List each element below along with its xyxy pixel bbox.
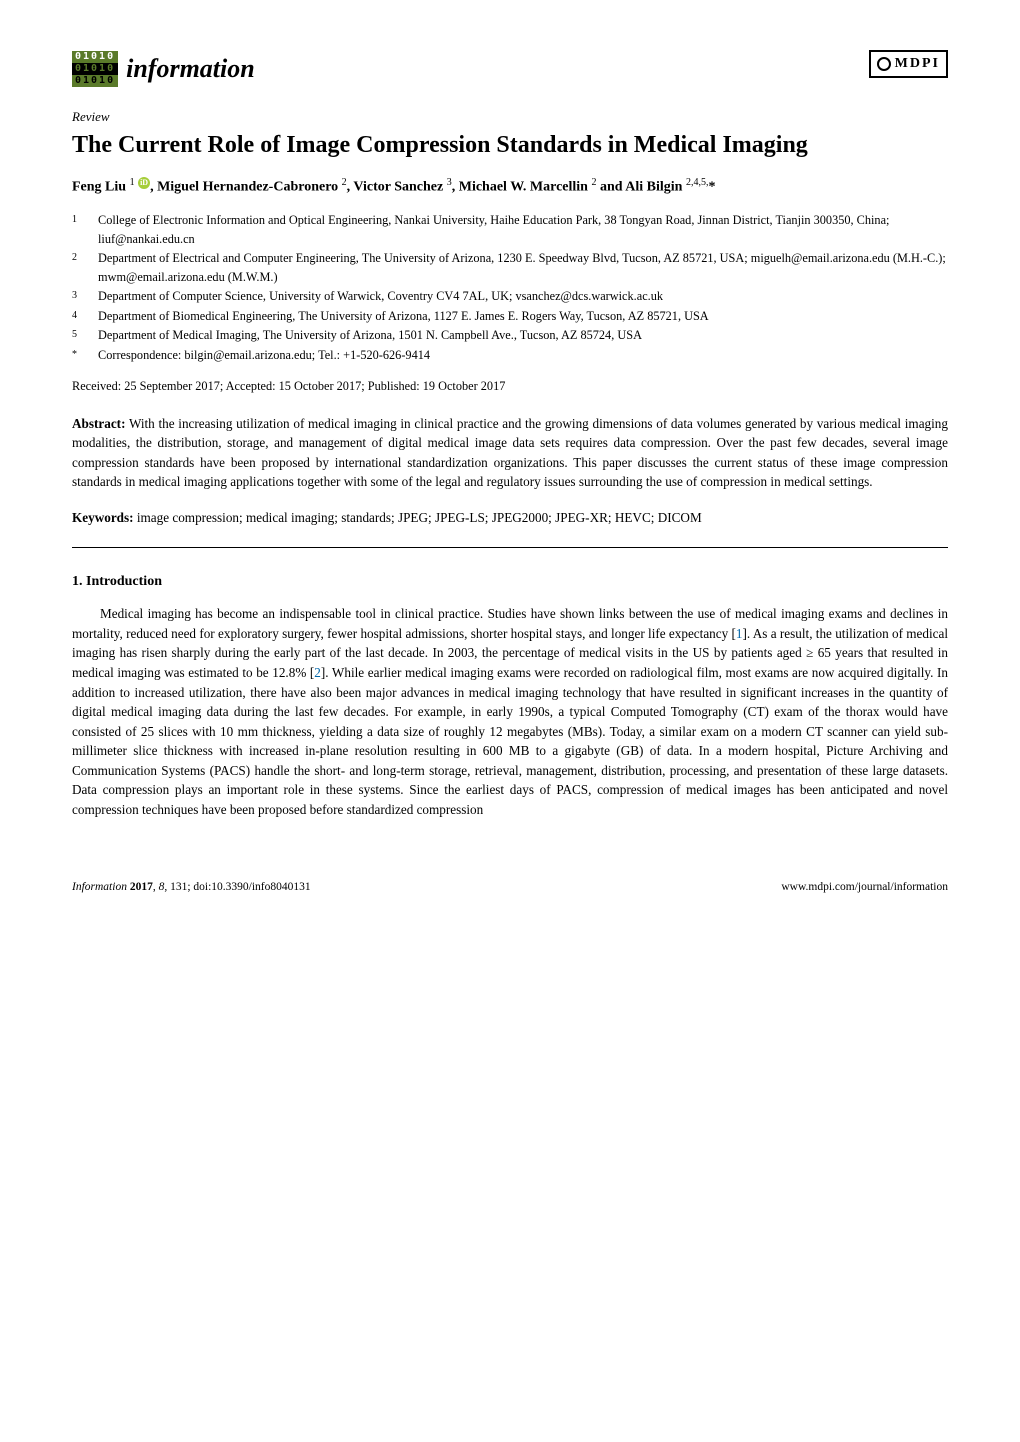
citation-link[interactable]: 2 xyxy=(314,665,321,680)
keywords-text: image compression; medical imaging; stan… xyxy=(137,510,702,525)
affiliation-row: 1 College of Electronic Information and … xyxy=(72,211,948,248)
article-type: Review xyxy=(72,108,948,127)
affiliation-num: * xyxy=(72,346,84,364)
article-dates: Received: 25 September 2017; Accepted: 1… xyxy=(72,378,948,396)
affiliation-text: Department of Medical Imaging, The Unive… xyxy=(98,326,948,344)
abstract-text: With the increasing utilization of medic… xyxy=(72,416,948,490)
affiliation-text: Correspondence: bilgin@email.arizona.edu… xyxy=(98,346,948,364)
affiliation-num: 1 xyxy=(72,211,84,248)
footer-year: 2017 xyxy=(130,881,153,893)
keywords-block: Keywords: image compression; medical ima… xyxy=(72,508,948,527)
para-text: ]. While earlier medical imaging exams w… xyxy=(72,665,948,817)
logo-bits-row: 01010 xyxy=(72,63,118,75)
footer-right: www.mdpi.com/journal/information xyxy=(781,879,948,896)
affiliation-num: 3 xyxy=(72,287,84,305)
body-paragraph: Medical imaging has become an indispensa… xyxy=(72,604,948,819)
affiliation-row: 5 Department of Medical Imaging, The Uni… xyxy=(72,326,948,344)
affiliation-text: Department of Biomedical Engineering, Th… xyxy=(98,307,948,325)
page-header: 01010 01010 01010 information MDPI xyxy=(72,50,948,88)
section-heading: 1. Introduction xyxy=(72,572,948,592)
affiliation-num: 5 xyxy=(72,326,84,344)
page-footer: Information 2017, 8, 131; doi:10.3390/in… xyxy=(72,879,948,896)
affiliation-row: 2 Department of Electrical and Computer … xyxy=(72,249,948,286)
journal-name: information xyxy=(126,50,255,88)
mdpi-icon xyxy=(877,57,891,71)
logo-bits-row: 01010 xyxy=(72,75,118,87)
logo-bits-icon: 01010 01010 01010 xyxy=(72,51,118,87)
journal-logo: 01010 01010 01010 information xyxy=(72,50,255,88)
footer-doi: , 131; doi:10.3390/info8040131 xyxy=(164,881,310,893)
footer-journal: Information xyxy=(72,881,130,893)
keywords-label: Keywords: xyxy=(72,510,134,525)
affiliations-block: 1 College of Electronic Information and … xyxy=(72,211,948,364)
article-title: The Current Role of Image Compression St… xyxy=(72,130,948,160)
affiliation-text: Department of Electrical and Computer En… xyxy=(98,249,948,286)
affiliation-text: College of Electronic Information and Op… xyxy=(98,211,948,248)
footer-left: Information 2017, 8, 131; doi:10.3390/in… xyxy=(72,879,311,896)
affiliation-num: 4 xyxy=(72,307,84,325)
abstract-label: Abstract: xyxy=(72,416,125,431)
publisher-name: MDPI xyxy=(895,54,940,74)
affiliation-row: 3 Department of Computer Science, Univer… xyxy=(72,287,948,305)
abstract-block: Abstract: With the increasing utilizatio… xyxy=(72,414,948,492)
affiliation-num: 2 xyxy=(72,249,84,286)
affiliation-row: 4 Department of Biomedical Engineering, … xyxy=(72,307,948,325)
publisher-logo: MDPI xyxy=(869,50,948,78)
affiliation-row: * Correspondence: bilgin@email.arizona.e… xyxy=(72,346,948,364)
logo-bits-row: 01010 xyxy=(72,51,118,63)
author-list: Feng Liu 1 iD, Miguel Hernandez-Cabroner… xyxy=(72,176,948,198)
affiliation-text: Department of Computer Science, Universi… xyxy=(98,287,948,305)
divider xyxy=(72,547,948,548)
citation-link[interactable]: 1 xyxy=(736,626,743,641)
